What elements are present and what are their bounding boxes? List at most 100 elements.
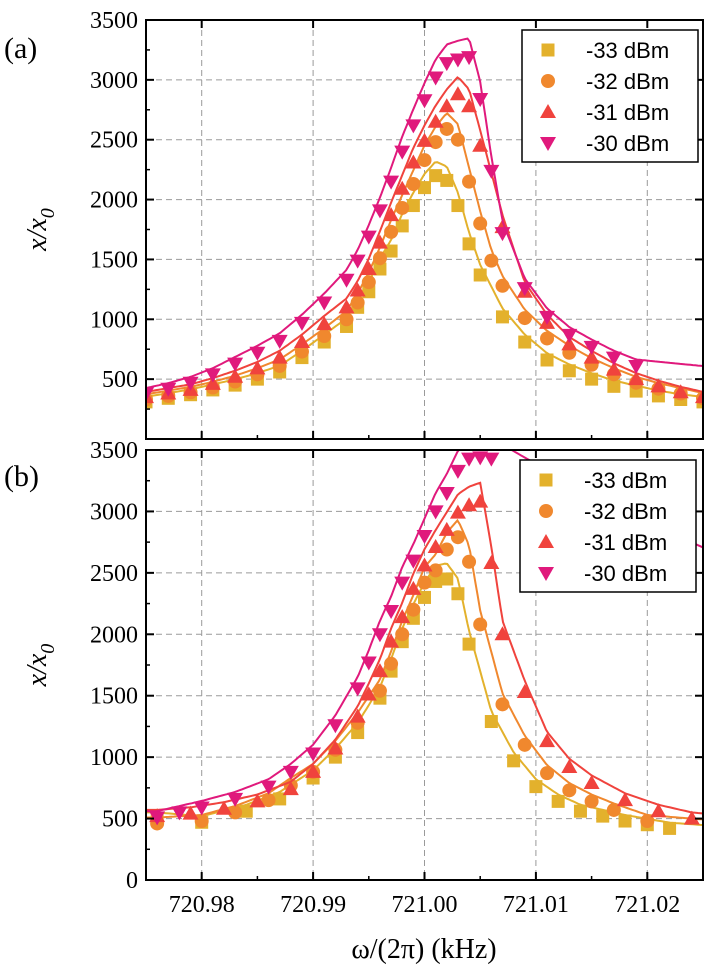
data-point-23	[494, 227, 511, 242]
data-point-6	[271, 349, 288, 364]
data-point-15	[427, 505, 444, 520]
data-point-19	[450, 132, 465, 147]
series-layer	[146, 37, 703, 409]
series--31dbm	[146, 481, 703, 825]
data-point-2	[193, 801, 210, 816]
data-point-20	[494, 626, 511, 641]
data-point-10	[349, 282, 366, 297]
fit-curve	[146, 37, 703, 390]
data-point-7	[294, 344, 309, 359]
data-point-5	[305, 763, 322, 778]
legend-label: -30 dBm	[586, 131, 669, 156]
y-tick-label: 2000	[90, 188, 138, 214]
data-point-15	[405, 154, 422, 169]
data-point-9	[360, 656, 377, 671]
y-axis-title-sub: 0	[37, 208, 59, 218]
data-point-18	[461, 452, 478, 467]
x-tick-label: 721.02	[614, 892, 680, 918]
y-tick-label: 2000	[90, 622, 138, 648]
data-point-24	[517, 311, 532, 326]
data-point-21	[473, 268, 487, 282]
data-point-19	[451, 199, 465, 213]
data-point-18	[529, 780, 543, 794]
y-axis-title: x/x0	[22, 208, 59, 252]
data-point-9	[339, 312, 354, 327]
y-axis-title: x/x0	[22, 644, 59, 688]
data-point-14	[451, 587, 465, 601]
data-point-1	[194, 814, 209, 829]
legend: -33 dBm -32 dBm -31 dBm -30 dBm	[521, 29, 699, 163]
data-point-28	[628, 371, 645, 386]
data-point-12	[394, 576, 411, 591]
panel-label: (a)	[4, 32, 37, 65]
data-point-legend-1	[539, 504, 553, 518]
data-point-18	[440, 173, 454, 187]
data-point-15	[406, 199, 420, 213]
data-point-26	[561, 328, 578, 343]
x-axis: 720.98 720.99 721.00 721.01 721.02	[145, 450, 704, 918]
data-point-8	[316, 316, 333, 331]
data-point-12	[372, 251, 387, 266]
data-point-legend-2	[538, 534, 554, 548]
data-point-13	[428, 563, 443, 578]
y-tick-label: 1000	[90, 307, 138, 333]
x-tick-label: 720.98	[169, 892, 235, 918]
data-point-13	[383, 207, 400, 222]
data-point-7	[293, 334, 310, 349]
data-point-15	[405, 119, 422, 134]
data-point-21	[473, 216, 488, 231]
data-point-3	[227, 792, 244, 807]
data-point-25	[540, 331, 555, 346]
data-point-12	[429, 574, 443, 588]
legend-label: -32 dBm	[584, 499, 667, 524]
data-point-12	[417, 575, 432, 590]
legend: -33 dBm -32 dBm -31 dBm -30 dBm	[519, 459, 697, 593]
legend-label: -31 dBm	[584, 530, 667, 555]
data-point-20	[461, 98, 478, 113]
data-point-16	[416, 94, 433, 109]
data-point-27	[683, 810, 700, 825]
y-tick-label: 3000	[90, 68, 138, 94]
data-point-20	[540, 766, 555, 781]
data-point-18	[438, 57, 455, 72]
data-point-11	[360, 230, 377, 245]
data-point-8	[349, 682, 366, 697]
data-point-16	[438, 487, 455, 501]
y-tick-label: 3500	[90, 8, 138, 34]
data-point-3	[249, 793, 266, 808]
legend-label: -32 dBm	[586, 69, 669, 94]
data-point-22	[495, 310, 509, 324]
data-point-10	[349, 254, 366, 269]
data-point-25	[561, 336, 578, 351]
data-point-13	[440, 572, 454, 586]
data-point-5	[282, 765, 299, 780]
y-axis-title-main: x/x	[22, 218, 53, 252]
data-point-24	[516, 282, 533, 297]
data-point-1	[160, 382, 177, 397]
data-point-11	[406, 602, 421, 617]
data-point-14	[427, 539, 444, 554]
data-point-22	[484, 253, 499, 268]
data-point-28	[605, 351, 622, 366]
data-point-12	[405, 580, 422, 595]
data-point-14	[439, 542, 454, 557]
data-point-18	[495, 697, 510, 712]
data-point-25	[617, 792, 634, 807]
data-point-10	[383, 633, 400, 648]
data-point-16	[449, 504, 466, 519]
data-point-4	[227, 368, 244, 383]
series--31dbm	[146, 76, 703, 404]
data-point-27	[583, 340, 600, 355]
fit-curve	[146, 76, 703, 393]
data-point-14	[395, 219, 409, 233]
data-point-14	[394, 145, 411, 160]
data-point-7	[327, 719, 344, 734]
data-point-2	[239, 804, 253, 818]
data-point-7	[293, 316, 310, 331]
data-point-17	[429, 169, 443, 183]
data-point-11	[360, 261, 377, 276]
data-point-14	[395, 200, 410, 215]
data-point-24	[540, 353, 554, 367]
data-point-17	[461, 497, 478, 512]
data-point-2	[215, 800, 232, 815]
